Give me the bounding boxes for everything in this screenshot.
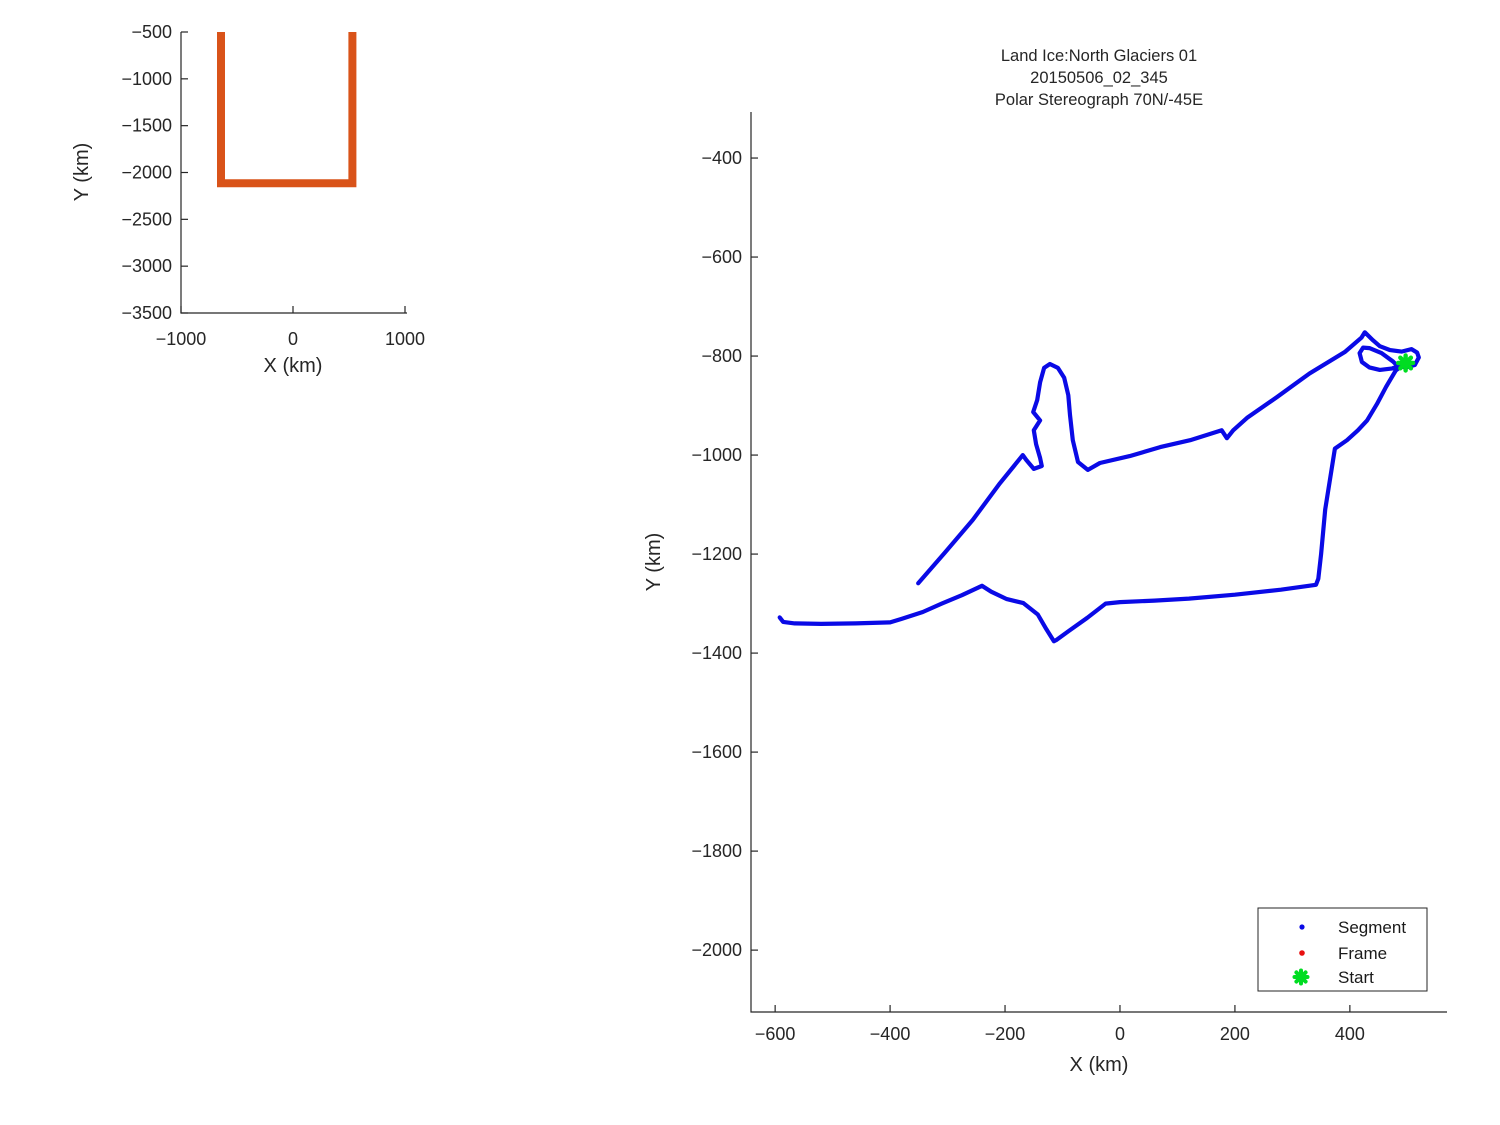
y-tick-label: −600 (701, 247, 742, 267)
y-tick-label: −1200 (691, 544, 742, 564)
main-y-axis-label: Y (km) (643, 533, 665, 592)
x-tick-label: −400 (870, 1024, 911, 1044)
main-plot: −600 −400 −200 0 200 400 −400−600−800−1000−12… (643, 47, 1447, 1076)
overview-y-axis-label: Y (km) (71, 143, 93, 202)
main-plot-title-line-2: 20150506_02_345 (1030, 69, 1168, 87)
legend-markers (1292, 924, 1310, 986)
x-tick-label: −600 (755, 1024, 796, 1044)
overview-axes-spines (180, 32, 407, 314)
main-x-tick-labels: −600 −400 −200 0 200 400 (755, 1024, 1365, 1044)
legend-marker-frame-dot (1299, 950, 1305, 956)
x-tick-label: 0 (288, 329, 298, 349)
x-tick-label: 200 (1220, 1024, 1250, 1044)
main-x-axis-label: X (km) (1070, 1054, 1129, 1076)
y-tick-label: −3000 (121, 256, 172, 276)
legend-label-segment: Segment (1338, 918, 1406, 937)
main-y-tick-labels: −400 −600 −800 −1000 −1200 −1400 −1600 −1800 −20… (691, 148, 742, 960)
overview-region-line (217, 32, 357, 188)
legend-marker-start-asterisk (1292, 968, 1310, 986)
main-plot-title-line-1: Land Ice:North Glaciers 01 (1001, 47, 1197, 65)
y-tick-label: −2000 (121, 163, 172, 183)
x-tick-label: 400 (1335, 1024, 1365, 1044)
y-tick-label: −1800 (691, 841, 742, 861)
y-tick-label: −1000 (121, 69, 172, 89)
y-tick-label: −1000 (691, 445, 742, 465)
y-tick-label: −1400 (691, 643, 742, 663)
x-tick-label: −200 (985, 1024, 1026, 1044)
y-tick-label: −800 (701, 346, 742, 366)
overview-x-tick-labels: −1000 0 1000 (156, 329, 425, 349)
main-axes-spines (750, 112, 1447, 1013)
legend-marker-segment-dot (1299, 924, 1305, 930)
legend-label-frame: Frame (1338, 944, 1387, 963)
y-tick-label: −2500 (121, 209, 172, 229)
legend-label-start: Start (1338, 968, 1374, 987)
start-marker (1395, 353, 1416, 373)
overview-tick-marks (180, 31, 406, 314)
segment-track-line (777, 330, 1421, 644)
x-tick-label: 0 (1115, 1024, 1125, 1044)
start-marker-asterisk (1395, 353, 1416, 373)
x-tick-label: −1000 (156, 329, 207, 349)
y-tick-label: −3500 (121, 303, 172, 323)
overview-y-tick-labels: −500 −1000 −1500 −2000 −2500 −3000 −3500 (121, 22, 172, 323)
y-tick-label: −2000 (691, 940, 742, 960)
overview-x-axis-label: X (km) (264, 355, 323, 377)
legend: Segment Frame Start (1257, 907, 1428, 992)
main-tick-marks (751, 157, 1351, 1012)
overview-plot: −1000 0 1000 −500 −1000 −1500 −2000 −2500 −3000… (71, 22, 425, 377)
x-tick-label: 1000 (385, 329, 425, 349)
y-tick-label: −1600 (691, 742, 742, 762)
y-tick-label: −400 (701, 148, 742, 168)
main-plot-title-line-3: Polar Stereograph 70N/-45E (995, 91, 1203, 109)
mission-region-line (217, 32, 357, 188)
y-tick-label: −1500 (121, 116, 172, 136)
y-tick-label: −500 (131, 22, 172, 42)
legend-box (1257, 907, 1428, 992)
segment-track (777, 330, 1421, 644)
